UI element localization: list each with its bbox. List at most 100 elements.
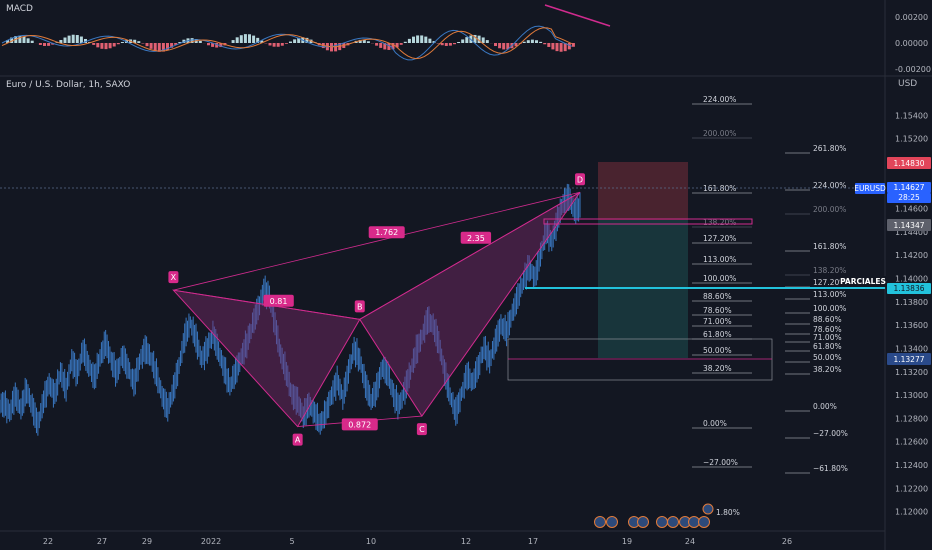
macd-histogram-bar <box>231 40 235 43</box>
macd-histogram-bar <box>198 40 202 43</box>
time-axis-label: 24 <box>685 537 695 546</box>
macd-histogram-bar <box>248 34 251 43</box>
macd-histogram-bar <box>465 37 469 43</box>
price-tag <box>855 183 885 194</box>
time-axis-label: 27 <box>97 537 107 546</box>
fib-level-label-left: 127.20% <box>703 234 736 243</box>
macd-axis-label: -0.00200 <box>895 65 931 74</box>
fib-level-label-right: 61.80% <box>813 342 842 351</box>
fib-level-label-left: 0.00% <box>703 419 727 428</box>
price-axis-label: 1.12400 <box>895 461 928 470</box>
event-marker-icon <box>606 516 618 528</box>
price-tag <box>887 219 931 231</box>
macd-histogram-bar <box>30 40 34 43</box>
ratio-label: 1.762 <box>375 228 398 237</box>
event-marker-icon <box>656 516 668 528</box>
macd-histogram-bar <box>420 35 424 43</box>
macd-histogram-bar <box>551 43 555 50</box>
price-axis-label: 1.13600 <box>895 321 928 330</box>
macd-histogram-bar <box>112 43 116 47</box>
fib-level-label-right: −27.00% <box>813 429 848 438</box>
fib-level-label-left: 38.20% <box>703 364 732 373</box>
macd-histogram-bar <box>461 39 465 43</box>
macd-histogram-bar <box>334 43 338 52</box>
macd-histogram-bar <box>448 43 452 46</box>
harmonic-point-badge <box>354 300 365 313</box>
macd-histogram-bar <box>305 37 309 43</box>
price-tag <box>887 193 931 203</box>
macd-histogram-bar <box>535 40 538 43</box>
price-tag-label: 28:25 <box>898 193 920 202</box>
macd-axis-label: 0.00000 <box>895 39 928 48</box>
macd-histogram-bar <box>280 43 284 46</box>
macd-histogram-bar <box>440 43 444 46</box>
macd-histogram-bar <box>571 43 575 47</box>
macd-histogram-bar <box>104 43 108 50</box>
macd-histogram-bar <box>457 41 461 43</box>
macd-label: MACD <box>6 4 33 14</box>
macd-histogram-bar <box>51 43 55 45</box>
macd-axis-label: 0.00200 <box>895 13 928 22</box>
macd-histogram-bar <box>358 39 362 43</box>
price-tag-label: 1.13277 <box>893 355 924 364</box>
macd-histogram-bar <box>403 41 407 43</box>
macd-histogram-bar <box>494 43 497 47</box>
event-marker-icon <box>688 516 700 528</box>
harmonic-point-label: X <box>171 273 177 282</box>
ratio-badge <box>460 231 492 244</box>
ratio-label: 2.35 <box>467 234 485 243</box>
macd-histogram-bar <box>47 43 51 46</box>
fib-level-label-left: 78.60% <box>703 306 732 315</box>
fib-level-label-left: 113.00% <box>703 255 736 264</box>
event-marker-icon <box>698 516 710 528</box>
macd-histogram-bar <box>297 37 301 43</box>
macd-histogram-bar <box>252 35 256 43</box>
fib-level-label-right: −61.80% <box>813 464 848 473</box>
price-tag-label: EURUSD <box>854 184 886 193</box>
fib-level-label-right: 200.00% <box>813 205 846 214</box>
fib-level-label-left: 224.00% <box>703 95 736 104</box>
macd-histogram-bar <box>330 43 333 52</box>
event-marker-icon <box>594 516 606 528</box>
bottom-fib-label: 1.80% <box>716 508 740 517</box>
price-axis-label: 1.13800 <box>895 298 928 307</box>
time-axis-label: 26 <box>782 537 792 546</box>
macd-histogram-bar <box>18 35 22 43</box>
price-tag <box>840 276 886 287</box>
entry-zone-rect <box>507 338 773 381</box>
fib-level-label-left: 71.00% <box>703 317 732 326</box>
macd-histogram-bar <box>149 43 153 49</box>
harmonic-point-label: D <box>577 175 583 184</box>
fib-level-label-right: 88.60% <box>813 315 842 324</box>
price-tag <box>887 182 931 193</box>
fib-level-label-right: 138.20% <box>813 266 846 275</box>
macd-histogram-bar <box>563 43 567 52</box>
fib-level-label-right: 71.00% <box>813 333 842 342</box>
macd-histogram-bar <box>211 43 215 47</box>
fib-level-label-right: 113.00% <box>813 290 846 299</box>
macd-histogram-bar <box>268 43 272 46</box>
macd-histogram-bar <box>498 43 502 49</box>
symbol-label[interactable]: Euro / U.S. Dollar, 1h, SAXO <box>6 80 131 90</box>
macd-histogram-bar <box>477 35 481 43</box>
price-tag-label: PARCIALES <box>840 277 886 286</box>
fib-level-label-left: 50.00% <box>703 346 732 355</box>
macd-histogram-bar <box>182 39 186 43</box>
macd-histogram-bar <box>539 41 543 43</box>
macd-histogram-bar <box>514 43 518 47</box>
macd-histogram-bar <box>137 41 141 43</box>
harmonic-point-label: C <box>419 425 425 434</box>
macd-histogram-bar <box>362 40 366 43</box>
macd-histogram-bar <box>133 39 137 43</box>
macd-histogram-bar <box>6 40 10 43</box>
macd-histogram-bar <box>387 43 391 50</box>
macd-histogram-bar <box>391 43 395 50</box>
macd-histogram-bar <box>424 36 428 43</box>
time-axis-label: 29 <box>142 537 152 546</box>
time-axis-label: 5 <box>289 537 294 546</box>
bd-line <box>359 191 581 320</box>
harmonic-point-label: B <box>357 302 363 311</box>
ratio-label: 0.872 <box>348 420 371 429</box>
ratio-badge <box>341 418 378 431</box>
